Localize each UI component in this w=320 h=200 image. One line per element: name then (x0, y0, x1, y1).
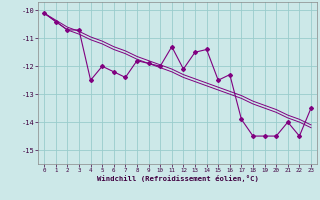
X-axis label: Windchill (Refroidissement éolien,°C): Windchill (Refroidissement éolien,°C) (97, 175, 259, 182)
